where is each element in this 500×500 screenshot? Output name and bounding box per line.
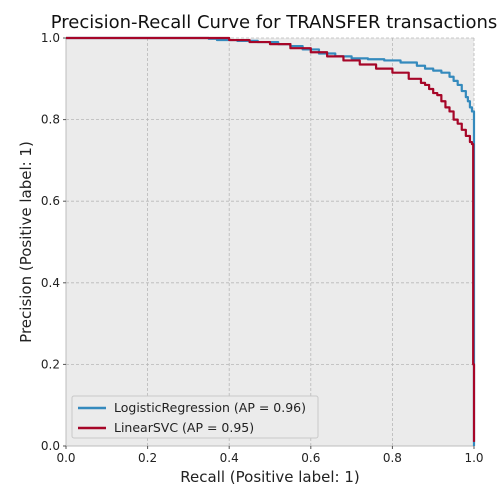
x-axis-title: Recall (Positive label: 1) — [180, 468, 359, 486]
y-tick-label: 0.8 — [41, 113, 60, 127]
x-tick-labels: 0.0 0.2 0.4 0.6 0.8 1.0 — [56, 446, 484, 465]
plot-area — [66, 38, 474, 446]
x-tick-label: 0.0 — [56, 451, 75, 465]
x-tick-label: 0.6 — [301, 451, 320, 465]
y-tick-label: 0.0 — [41, 439, 60, 453]
legend-label-logistic-regression: LogisticRegression (AP = 0.96) — [114, 400, 306, 415]
legend-label-linear-svc: LinearSVC (AP = 0.95) — [114, 420, 254, 435]
y-axis-title: Precision (Positive label: 1) — [17, 141, 35, 343]
chart-title: Precision-Recall Curve for TRANSFER tran… — [51, 12, 498, 33]
series-lines — [66, 36, 476, 446]
y-tick-label: 0.6 — [41, 194, 60, 208]
series-line-linear-svc — [66, 36, 476, 442]
legend: LogisticRegression (AP = 0.96) LinearSVC… — [71, 395, 319, 439]
x-tick-label: 1.0 — [464, 451, 483, 465]
legend-box — [71, 395, 319, 439]
x-tick-label: 0.2 — [138, 451, 157, 465]
axes — [65, 38, 474, 447]
x-tick-label: 0.8 — [383, 451, 402, 465]
y-tick-labels: 0.0 0.2 0.4 0.6 0.8 1.0 — [41, 31, 66, 453]
y-tick-label: 1.0 — [41, 31, 60, 45]
x-tick-label: 0.4 — [220, 451, 239, 465]
y-tick-label: 0.4 — [41, 276, 60, 290]
y-tick-label: 0.2 — [41, 357, 60, 371]
